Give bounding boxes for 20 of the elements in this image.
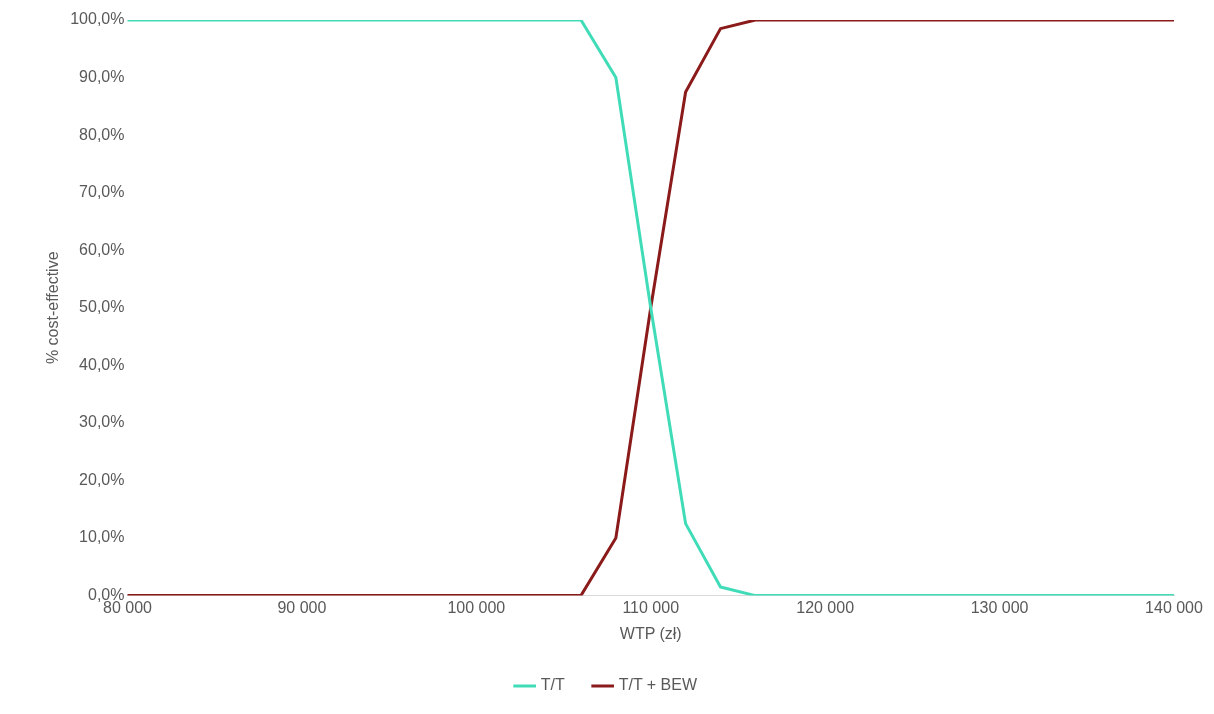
legend-label: T/T	[540, 676, 565, 694]
y-tick-label: 100,0%	[70, 10, 125, 28]
y-tick-label: 90,0%	[79, 67, 125, 85]
x-axis-title: WTP (zł)	[619, 624, 682, 642]
y-tick-label: 60,0%	[79, 240, 125, 258]
y-tick-label: 30,0%	[79, 413, 125, 431]
legend-label: T/T + BEW	[618, 676, 698, 694]
x-tick-label: 140 000	[1145, 598, 1204, 616]
x-tick-label: 90 000	[277, 598, 327, 616]
y-axis-title: % cost-effective	[44, 251, 62, 365]
y-tick-label: 50,0%	[79, 298, 125, 316]
y-tick-label: 70,0%	[79, 183, 125, 201]
x-tick-label: 100 000	[447, 598, 506, 616]
y-tick-label: 40,0%	[79, 355, 125, 373]
y-tick-label: 80,0%	[79, 125, 125, 143]
x-tick-label: 130 000	[970, 598, 1029, 616]
x-tick-label: 120 000	[796, 598, 855, 616]
y-tick-label: 10,0%	[79, 528, 125, 546]
x-tick-label: 110 000	[622, 598, 680, 616]
y-tick-label: 20,0%	[79, 470, 125, 488]
